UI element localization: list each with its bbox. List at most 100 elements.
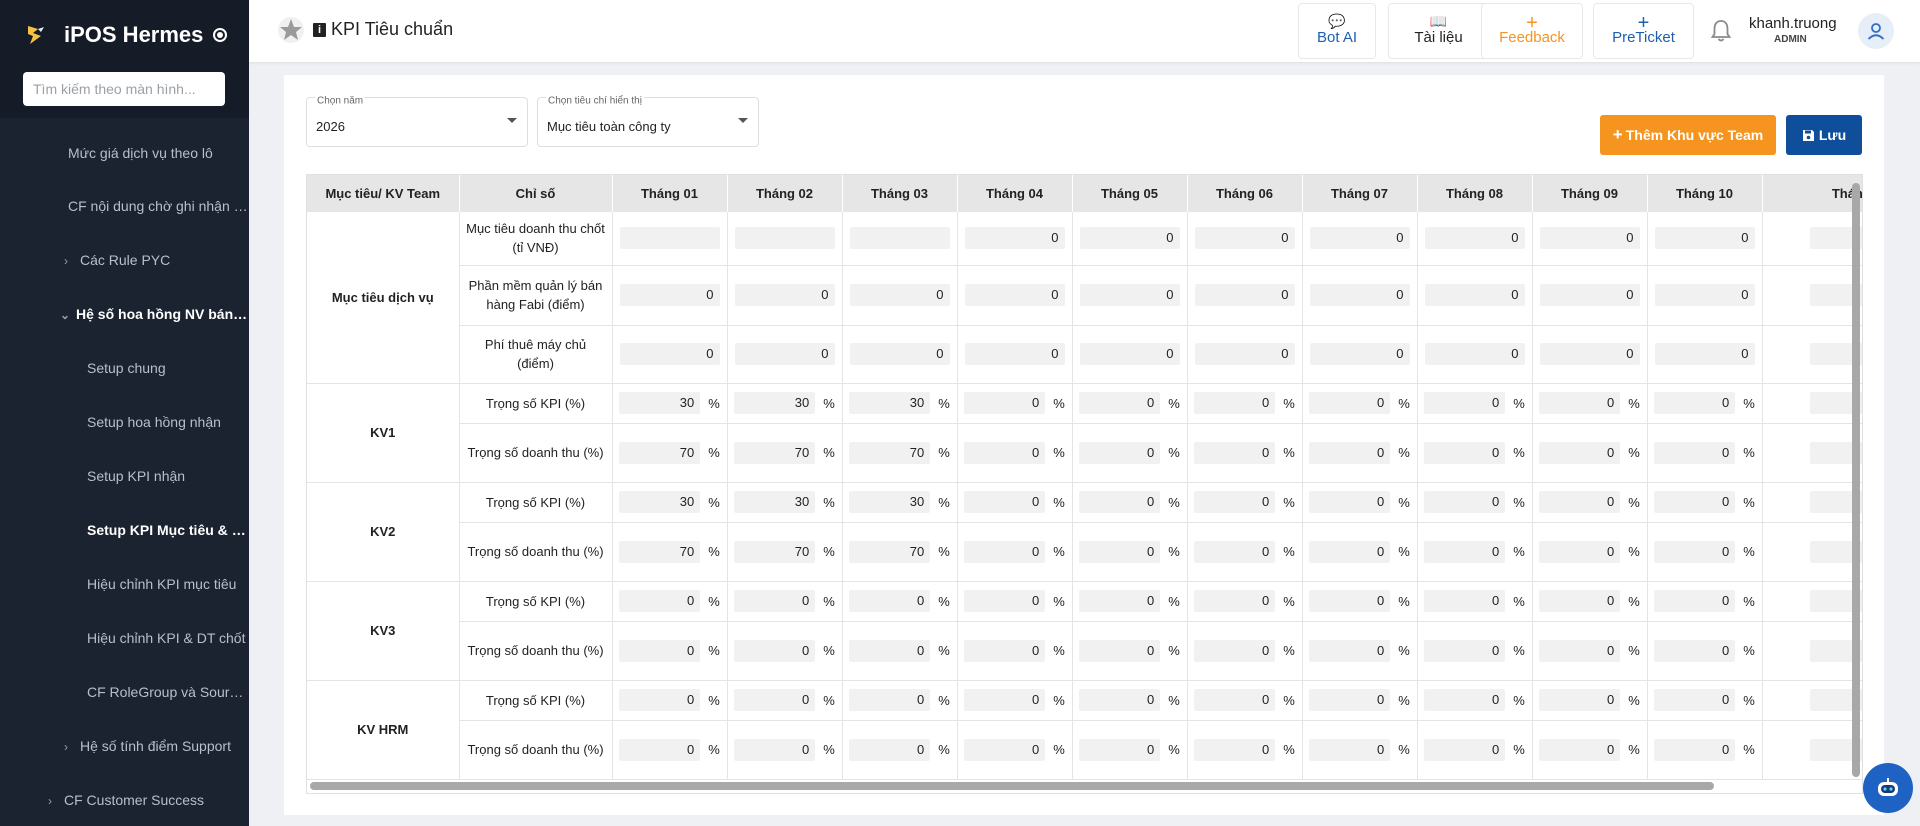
value-input[interactable]: 0 [1079,392,1161,414]
value-input[interactable]: 0 [1539,689,1621,711]
value-input[interactable]: 0 [849,284,950,306]
value-input[interactable]: 0 [1539,284,1640,306]
value-input[interactable]: 0 [1194,491,1276,513]
value-input[interactable]: 0 [1194,590,1276,612]
chatbot-fab[interactable] [1863,763,1913,813]
value-input[interactable]: 0 [1309,540,1391,563]
value-input[interactable]: 0 [1079,639,1161,662]
save-button[interactable]: Lưu [1786,115,1862,155]
value-input[interactable]: 0 [849,689,931,711]
value-input[interactable]: 0 [1809,491,1862,513]
value-input[interactable]: 0 [964,590,1046,612]
value-input[interactable] [1810,343,1862,365]
value-input[interactable]: 0 [964,227,1065,250]
value-input[interactable]: 0 [1309,491,1391,513]
value-input[interactable]: 0 [1809,738,1862,761]
value-input[interactable]: 0 [1079,227,1180,250]
value-input[interactable]: 0 [1079,689,1161,711]
value-input[interactable]: 70 [734,441,816,464]
value-input[interactable]: 0 [1424,590,1506,612]
value-input[interactable]: 0 [1194,689,1276,711]
value-input[interactable]: 0 [964,491,1046,513]
value-input[interactable]: 0 [619,590,701,612]
value-input[interactable]: 0 [1309,590,1391,612]
sidebar-item[interactable]: ⌄ Hệ số hoa hồng NV bán h... [0,301,249,327]
value-input[interactable]: 0 [1539,590,1621,612]
value-input[interactable]: 70 [619,441,701,464]
value-input[interactable]: 0 [1309,738,1391,761]
value-input[interactable]: 0 [964,392,1046,414]
sidebar-item[interactable]: Setup hoa hồng nhận [0,409,249,435]
value-input[interactable]: 0 [619,639,701,662]
value-input[interactable]: 0 [1309,343,1410,365]
value-input[interactable]: 0 [1424,441,1506,464]
value-input[interactable]: 0 [734,284,835,306]
value-input[interactable]: 0 [1424,689,1506,711]
preticket-button[interactable]: + PreTicket [1593,3,1694,59]
value-input[interactable]: 0 [1309,441,1391,464]
value-input[interactable]: 0 [1654,284,1755,306]
value-input[interactable]: 0 [1424,540,1506,563]
sidebar-item[interactable]: CF nội dung chờ ghi nhận ti... [0,193,249,219]
value-input[interactable]: 0 [1424,343,1525,365]
value-input[interactable]: 0 [964,689,1046,711]
value-input[interactable]: 0 [1424,227,1525,250]
value-input[interactable]: 0 [1079,540,1161,563]
value-input[interactable]: 0 [964,441,1046,464]
value-input[interactable]: 30 [849,392,931,414]
value-input[interactable]: 0 [1539,227,1640,250]
value-input[interactable] [734,227,835,250]
vertical-scrollbar[interactable] [1852,183,1860,777]
sidebar-item[interactable]: Hiệu chỉnh KPI & DT chốt [0,625,249,651]
value-input[interactable]: 0 [619,343,720,365]
value-input[interactable]: 0 [1194,227,1295,250]
value-input[interactable]: 0 [1539,392,1621,414]
value-input[interactable]: 0 [1809,392,1862,414]
value-input[interactable]: 0 [1654,689,1736,711]
value-input[interactable]: 0 [1309,639,1391,662]
value-input[interactable]: 0 [619,284,720,306]
value-input[interactable]: 0 [734,689,816,711]
value-input[interactable]: 0 [1079,441,1161,464]
value-input[interactable]: 0 [1424,284,1525,306]
value-input[interactable]: 0 [1079,491,1161,513]
value-input[interactable]: 0 [1194,343,1295,365]
value-input[interactable]: 0 [1809,540,1862,563]
value-input[interactable]: 0 [1309,284,1410,306]
value-input[interactable]: 0 [1539,343,1640,365]
value-input[interactable] [1810,227,1862,250]
value-input[interactable]: 0 [1424,392,1506,414]
value-input[interactable]: 70 [849,540,931,563]
value-input[interactable]: 0 [1539,540,1621,563]
sidebar-item[interactable]: Setup chung [0,355,249,381]
value-input[interactable]: 0 [1079,590,1161,612]
bell-icon[interactable] [1710,18,1732,44]
value-input[interactable]: 70 [849,441,931,464]
value-input[interactable] [1810,284,1862,306]
value-input[interactable]: 0 [1539,441,1621,464]
value-input[interactable]: 0 [1539,738,1621,761]
sidebar-item[interactable]: Setup KPI nhận [0,463,249,489]
value-input[interactable]: 0 [1424,639,1506,662]
value-input[interactable]: 0 [1654,343,1755,365]
value-input[interactable]: 0 [849,343,950,365]
value-input[interactable]: 0 [1194,441,1276,464]
value-input[interactable]: 0 [1809,590,1862,612]
value-input[interactable]: 0 [1654,227,1755,250]
value-input[interactable]: 30 [734,392,816,414]
sidebar-item[interactable]: Setup KPI Mục tiêu & Bo... [0,517,249,543]
value-input[interactable]: 0 [1309,392,1391,414]
value-input[interactable]: 0 [964,343,1065,365]
value-input[interactable]: 0 [1424,738,1506,761]
brand[interactable]: iPOS Hermes [0,0,249,70]
value-input[interactable]: 0 [1654,738,1736,761]
value-input[interactable]: 30 [849,491,931,513]
value-input[interactable]: 0 [1309,689,1391,711]
value-input[interactable]: 0 [1079,284,1180,306]
value-input[interactable]: 0 [1654,392,1736,414]
value-input[interactable]: 30 [619,392,701,414]
sidebar-search-input[interactable] [23,72,225,106]
sidebar-item[interactable]: Hiệu chỉnh KPI mục tiêu [0,571,249,597]
value-input[interactable]: 0 [1079,738,1161,761]
feedback-button[interactable]: + Feedback [1481,3,1583,59]
